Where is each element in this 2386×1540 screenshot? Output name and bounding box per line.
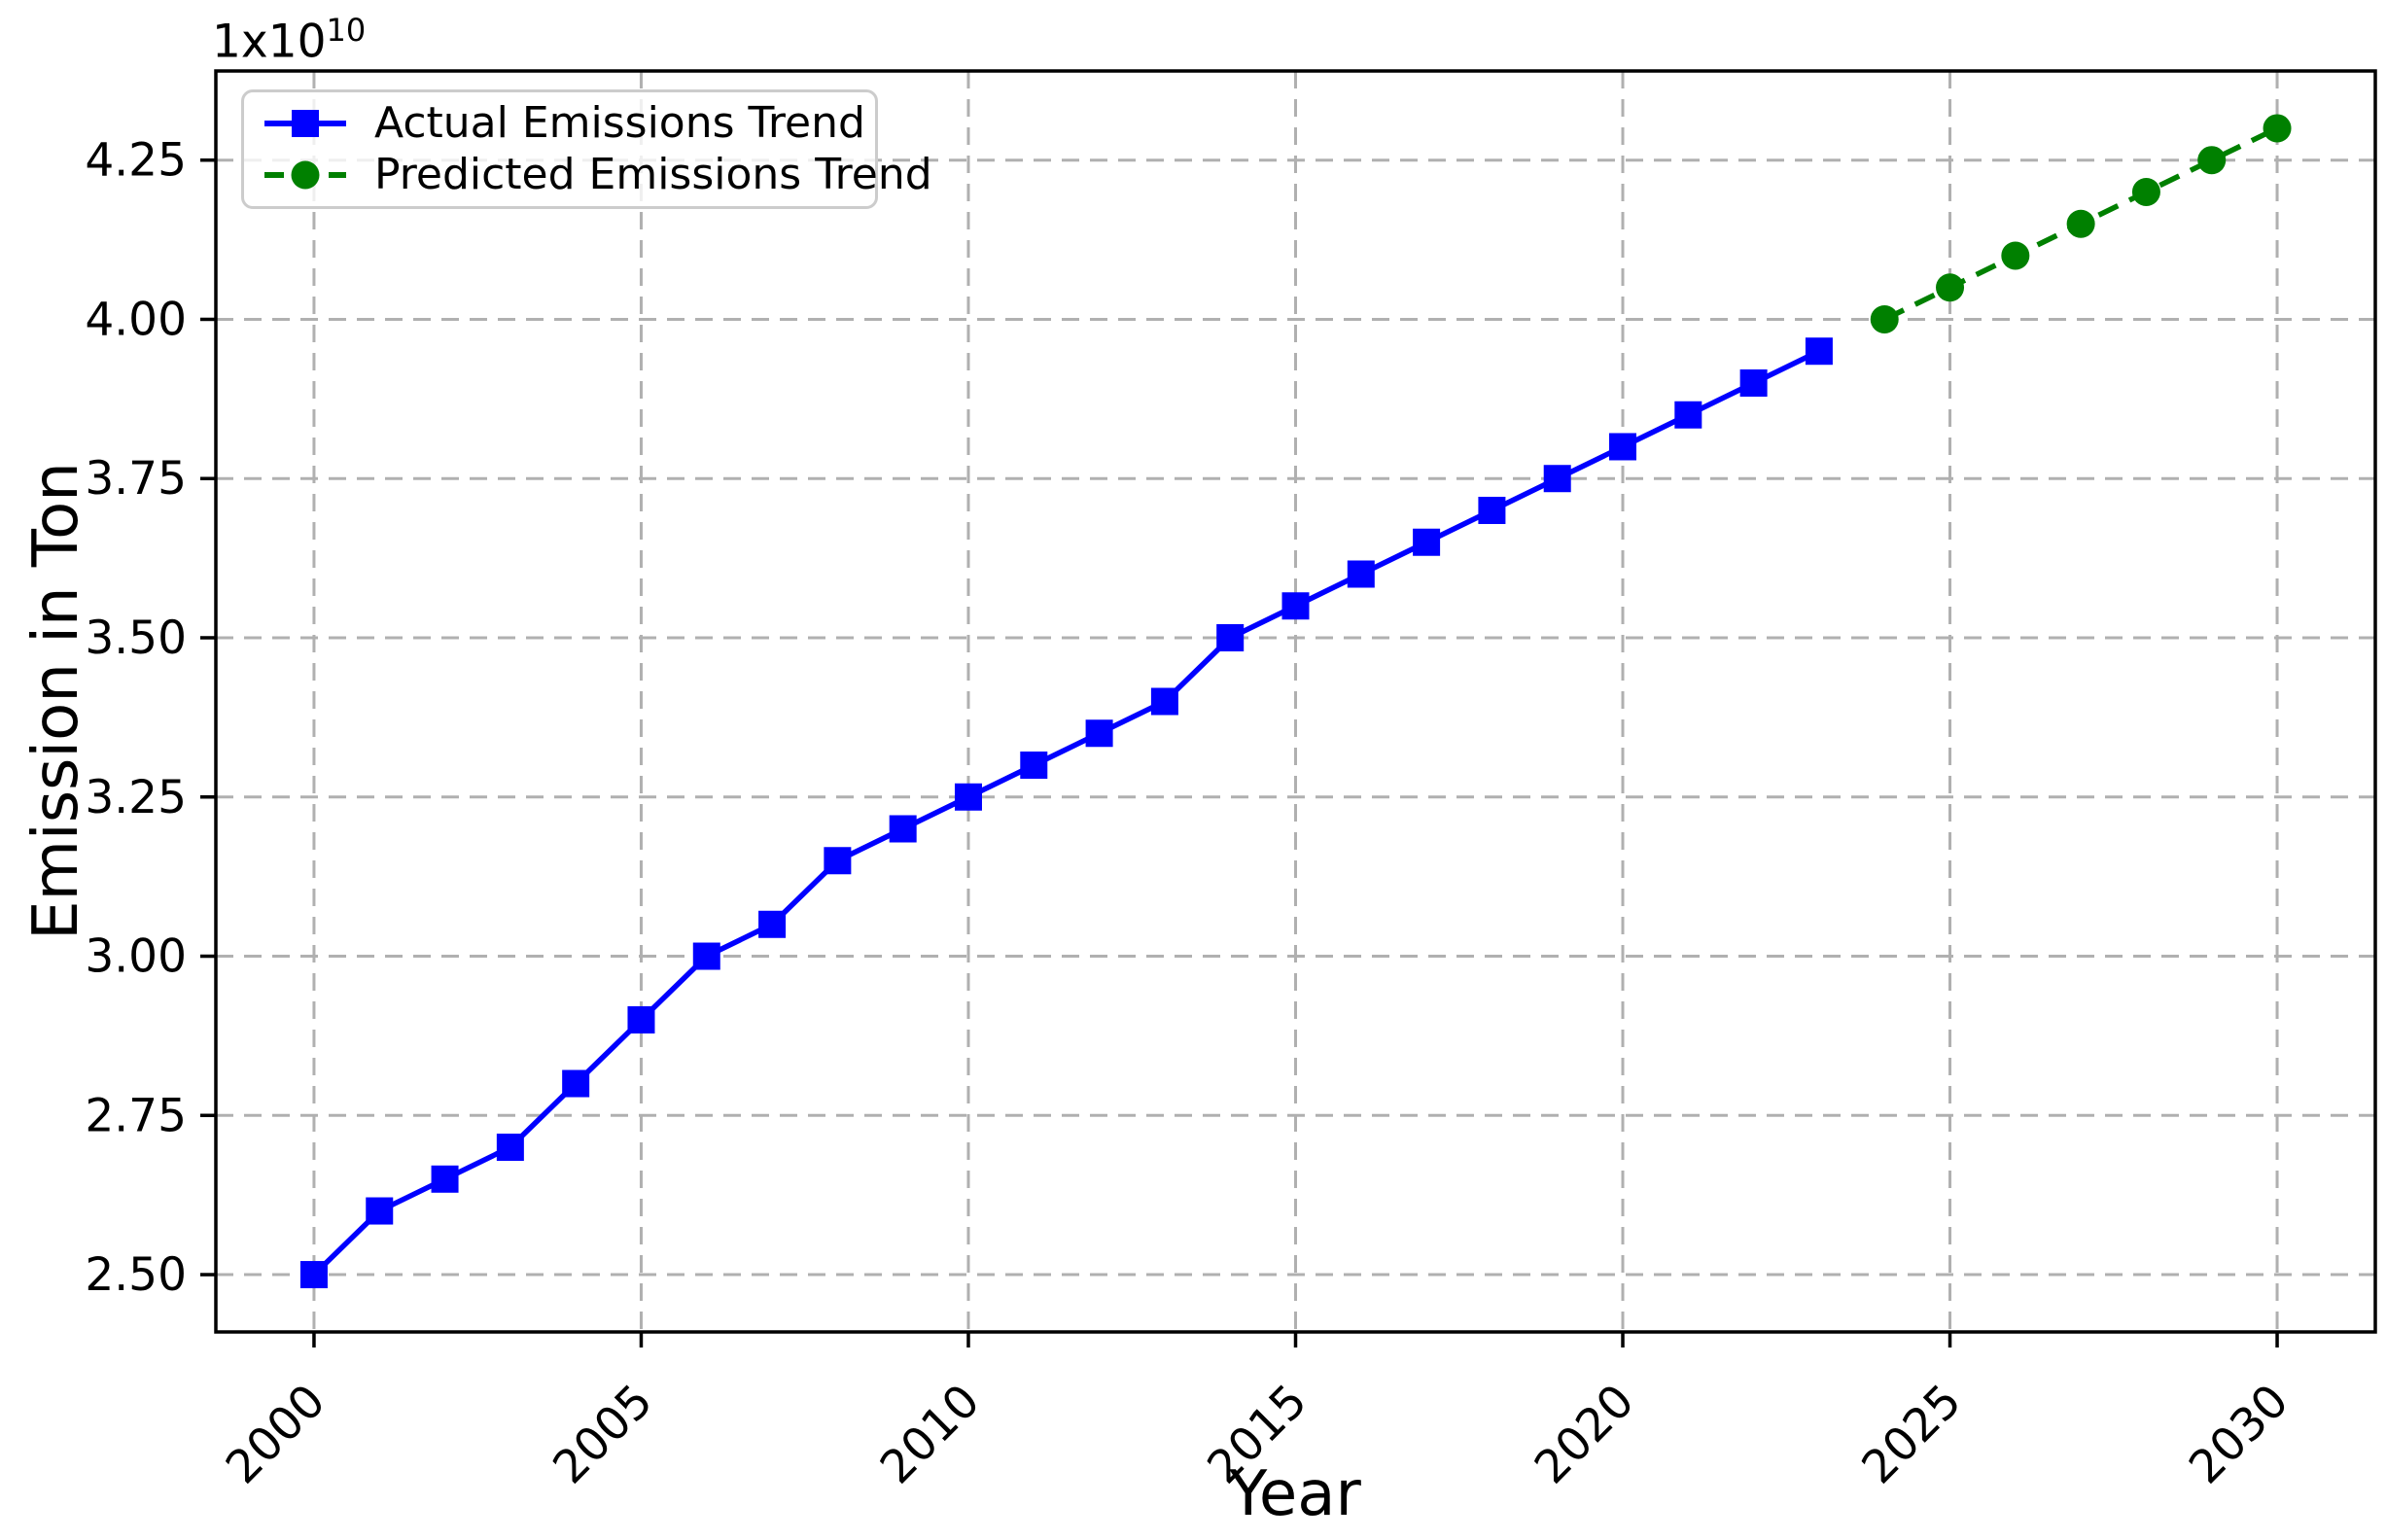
actual-series-marker <box>1739 368 1768 397</box>
x-axis-label: Year <box>1229 1458 1361 1530</box>
actual-series-marker <box>824 847 852 875</box>
legend: Actual Emissions Trend Predicted Emissio… <box>241 89 932 209</box>
y-tick-label: 3.75 <box>85 452 187 506</box>
legend-label-actual: Actual Emissions Trend <box>374 98 865 149</box>
offset-base: 1x10 <box>212 15 327 69</box>
actual-series-marker <box>496 1134 524 1162</box>
actual-series-marker <box>692 942 720 970</box>
actual-series-marker <box>1216 623 1245 651</box>
actual-series-marker <box>1674 401 1702 429</box>
predicted-series-marker <box>2263 114 2292 143</box>
legend-item-predicted: Predicted Emissions Trend <box>262 153 932 196</box>
actual-series-marker <box>1020 752 1048 780</box>
actual-series-sample-icon <box>264 110 346 138</box>
actual-series-marker <box>1609 433 1637 461</box>
predicted-series-marker <box>2001 241 2030 270</box>
predicted-series-sample-icon <box>264 160 346 190</box>
actual-series-marker <box>299 1261 328 1289</box>
y-tick-label: 2.75 <box>85 1089 187 1142</box>
y-tick-label: 4.25 <box>85 134 187 188</box>
predicted-series-marker <box>2066 209 2095 238</box>
actual-series-marker <box>1281 592 1310 620</box>
y-axis-label: Emission in Ton <box>20 462 92 940</box>
actual-series-marker <box>954 783 982 811</box>
actual-series-marker <box>1347 560 1375 588</box>
legend-square-marker-icon <box>292 110 319 138</box>
actual-series-marker <box>431 1165 459 1193</box>
legend-item-actual: Actual Emissions Trend <box>262 102 865 145</box>
predicted-series-marker <box>2131 177 2160 206</box>
y-tick-label: 2.50 <box>85 1248 187 1302</box>
actual-series-marker <box>1413 528 1441 556</box>
actual-series-marker <box>627 1006 655 1034</box>
y-tick-label: 3.25 <box>85 771 187 824</box>
actual-series-marker <box>562 1069 590 1098</box>
legend-label-predicted: Predicted Emissions Trend <box>374 149 932 199</box>
predicted-series-marker <box>1870 304 1899 333</box>
y-tick-label: 4.00 <box>85 293 187 346</box>
predicted-series-marker <box>1936 273 1965 302</box>
actual-series-marker <box>1150 687 1178 716</box>
y-tick-label: 3.50 <box>85 612 187 665</box>
actual-series-marker <box>1085 719 1113 748</box>
actual-series-marker <box>1478 496 1506 524</box>
legend-circle-marker-icon <box>291 160 320 190</box>
actual-series-marker <box>1805 337 1833 366</box>
actual-series-marker <box>758 910 787 938</box>
predicted-series-marker <box>2197 146 2227 175</box>
offset-exponent: 10 <box>326 12 367 49</box>
actual-series-marker <box>1543 465 1571 493</box>
y-tick-label: 3.00 <box>85 930 187 984</box>
actual-series-marker <box>889 815 917 843</box>
y-axis-offset-text: 1x1010 <box>212 12 366 69</box>
actual-series-marker <box>366 1197 394 1225</box>
